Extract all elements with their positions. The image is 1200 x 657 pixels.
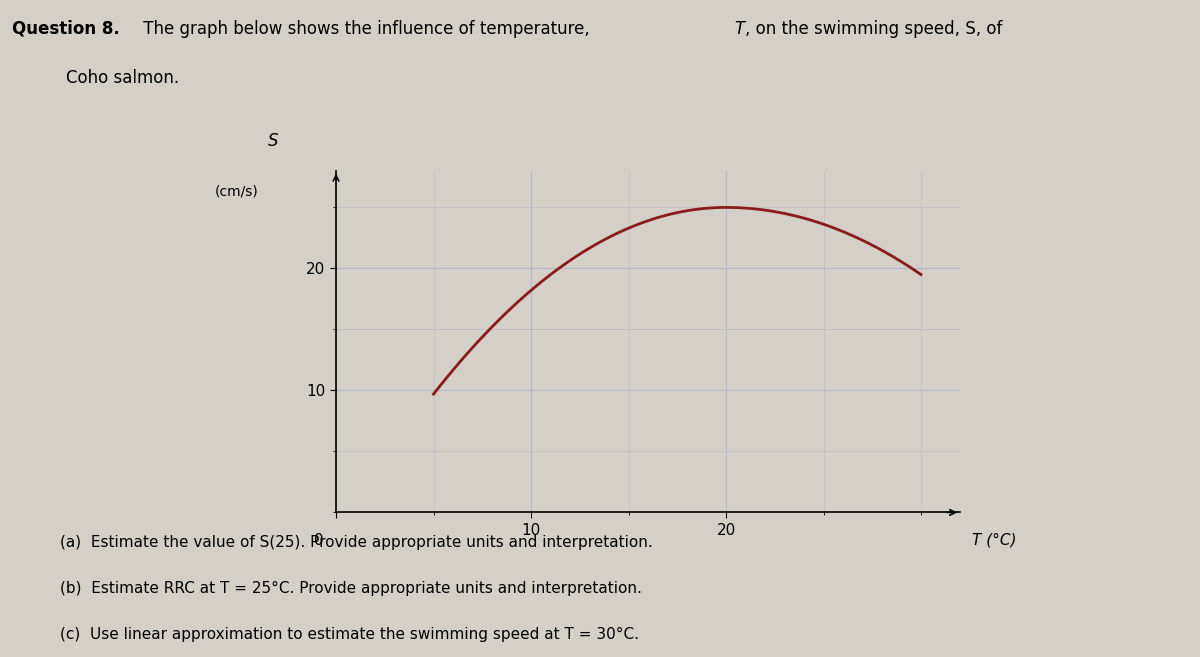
Text: 0: 0 — [314, 533, 324, 548]
Text: (cm/s): (cm/s) — [215, 185, 258, 198]
Text: (a)  Estimate the value of S(25). Provide appropriate units and interpretation.: (a) Estimate the value of S(25). Provide… — [60, 535, 653, 551]
Text: T: T — [734, 20, 744, 37]
Text: Question 8.: Question 8. — [12, 20, 120, 37]
Text: S: S — [269, 132, 278, 150]
Text: (c)  Use linear approximation to estimate the swimming speed at T = 30°C.: (c) Use linear approximation to estimate… — [60, 627, 640, 643]
Text: Coho salmon.: Coho salmon. — [66, 69, 179, 87]
Text: (b)  Estimate RRC at T = 25°C. Provide appropriate units and interpretation.: (b) Estimate RRC at T = 25°C. Provide ap… — [60, 581, 642, 597]
Text: , on the swimming speed, S, of: , on the swimming speed, S, of — [745, 20, 1002, 37]
Text: The graph below shows the influence of temperature,: The graph below shows the influence of t… — [138, 20, 595, 37]
Text: T (°C): T (°C) — [972, 533, 1016, 548]
